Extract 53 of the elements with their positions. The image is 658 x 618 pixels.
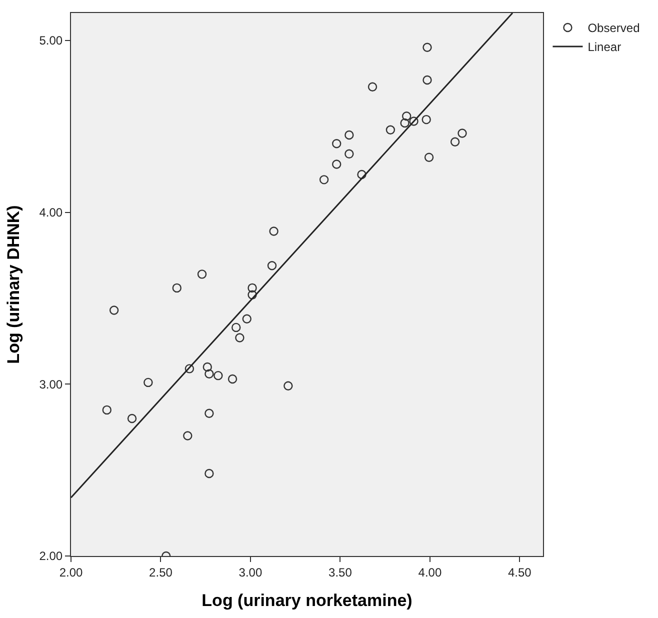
point xyxy=(422,42,432,52)
point xyxy=(409,116,418,126)
y-axis-title: Log (urinary DHNK) xyxy=(4,205,23,364)
x-tick-label: 3.50 xyxy=(328,565,352,580)
point xyxy=(344,149,354,159)
legend-label: Linear xyxy=(588,40,622,54)
point xyxy=(269,226,278,236)
point xyxy=(422,75,432,85)
point xyxy=(184,364,194,374)
point xyxy=(235,333,244,342)
point xyxy=(228,374,238,384)
point xyxy=(248,283,257,293)
point xyxy=(214,370,223,380)
point xyxy=(204,408,214,418)
point xyxy=(267,261,277,270)
point xyxy=(319,175,329,184)
y-tick-label: 2.00 xyxy=(39,549,63,564)
point xyxy=(197,270,207,279)
point xyxy=(284,381,293,390)
y-tick-label: 5.00 xyxy=(39,34,63,48)
point xyxy=(332,160,342,169)
x-tick-label: 2.50 xyxy=(149,565,173,580)
point xyxy=(102,405,112,415)
point xyxy=(109,306,119,315)
point xyxy=(386,125,396,134)
point xyxy=(402,112,412,121)
point xyxy=(144,378,153,388)
point xyxy=(183,431,192,440)
x-tick-label: 4.50 xyxy=(508,565,532,580)
point xyxy=(127,414,137,424)
x-axis-title: Log (urinary norketamine) xyxy=(202,590,412,610)
point xyxy=(357,170,366,180)
point xyxy=(232,322,241,332)
point xyxy=(204,468,214,478)
point xyxy=(450,137,460,146)
x-tick-label: 3.00 xyxy=(238,565,262,580)
point xyxy=(424,152,434,162)
point xyxy=(242,314,252,324)
x-tick-label: 4.00 xyxy=(418,565,442,580)
point xyxy=(248,290,257,300)
point xyxy=(458,128,467,138)
point xyxy=(368,82,378,92)
legend-label: Observed xyxy=(588,21,640,36)
point xyxy=(344,130,354,140)
point xyxy=(202,362,212,372)
point xyxy=(400,118,410,128)
point xyxy=(332,138,342,148)
x-tick-label: 2.00 xyxy=(59,565,83,580)
y-tick-label: 4.00 xyxy=(39,206,63,220)
point xyxy=(172,283,182,293)
point xyxy=(204,369,214,378)
y-tick-label: 3.00 xyxy=(39,377,63,392)
point xyxy=(422,114,431,124)
